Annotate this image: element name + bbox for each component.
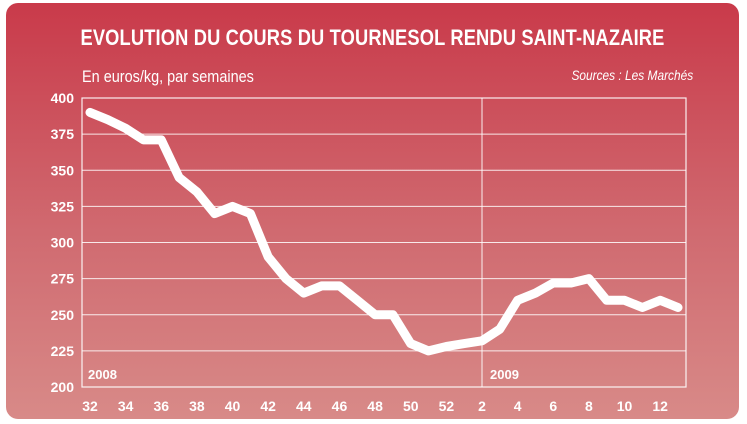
data-point [587, 277, 591, 281]
chart-title: EVOLUTION DU COURS DU TOURNESOL RENDU SA… [80, 25, 665, 50]
data-point [498, 327, 502, 331]
x-tick-label: 8 [585, 398, 593, 414]
y-tick-label: 225 [51, 343, 75, 359]
data-point [462, 342, 466, 346]
x-tick-label: 4 [514, 398, 522, 414]
x-tick-label: 6 [549, 398, 557, 414]
data-point [355, 298, 359, 302]
data-point [480, 339, 484, 343]
data-point [605, 298, 609, 302]
x-tick-label: 40 [225, 398, 241, 414]
year-label: 2008 [88, 367, 117, 382]
data-point [159, 138, 163, 142]
data-point [124, 126, 128, 130]
data-point [427, 349, 431, 353]
data-point [177, 175, 181, 179]
data-point [658, 298, 662, 302]
data-point [266, 255, 270, 259]
y-tick-label: 375 [51, 126, 75, 142]
data-point [640, 306, 644, 310]
data-point [409, 342, 413, 346]
data-point [337, 284, 341, 288]
data-point [391, 313, 395, 317]
data-point [623, 298, 627, 302]
series-line [85, 107, 683, 356]
x-tick-label: 50 [403, 398, 419, 414]
data-point [516, 298, 520, 302]
x-tick-label: 52 [439, 398, 455, 414]
x-tick-label: 32 [82, 398, 98, 414]
chart-source: Sources : Les Marchés [571, 67, 693, 83]
x-tick-label: 36 [153, 398, 169, 414]
x-tick-label: 10 [617, 398, 633, 414]
y-tick-label: 400 [51, 90, 75, 106]
y-tick-label: 275 [51, 271, 75, 287]
x-tick-label: 44 [296, 398, 312, 414]
data-point [569, 281, 573, 285]
data-point [213, 212, 217, 216]
x-tick-label: 12 [652, 398, 668, 414]
x-tick-label: 46 [332, 398, 348, 414]
data-point [533, 291, 537, 295]
x-tick-label: 38 [189, 398, 205, 414]
data-point [141, 138, 145, 142]
data-point [88, 110, 92, 114]
chart-panel: EVOLUTION DU COURS DU TOURNESOL RENDU SA… [6, 3, 739, 419]
y-tick-label: 325 [51, 198, 75, 214]
data-point [195, 190, 199, 194]
year-label: 2009 [490, 367, 519, 382]
data-point [320, 284, 324, 288]
y-tick-label: 300 [51, 235, 75, 251]
y-tick-label: 200 [51, 379, 75, 395]
data-point [302, 291, 306, 295]
x-tick-label: 42 [260, 398, 276, 414]
y-tick-label: 350 [51, 162, 75, 178]
x-tick-label: 2 [478, 398, 486, 414]
data-point [444, 345, 448, 349]
data-point [231, 204, 235, 208]
data-point [551, 281, 555, 285]
x-tick-label: 48 [367, 398, 383, 414]
data-point [284, 277, 288, 281]
chart-subtitle: En euros/kg, par semaines [82, 67, 254, 86]
data-point [106, 118, 110, 122]
data-point [676, 306, 680, 310]
data-point [248, 212, 252, 216]
x-tick-label: 34 [118, 398, 134, 414]
y-tick-label: 250 [51, 307, 75, 323]
data-point [373, 313, 377, 317]
